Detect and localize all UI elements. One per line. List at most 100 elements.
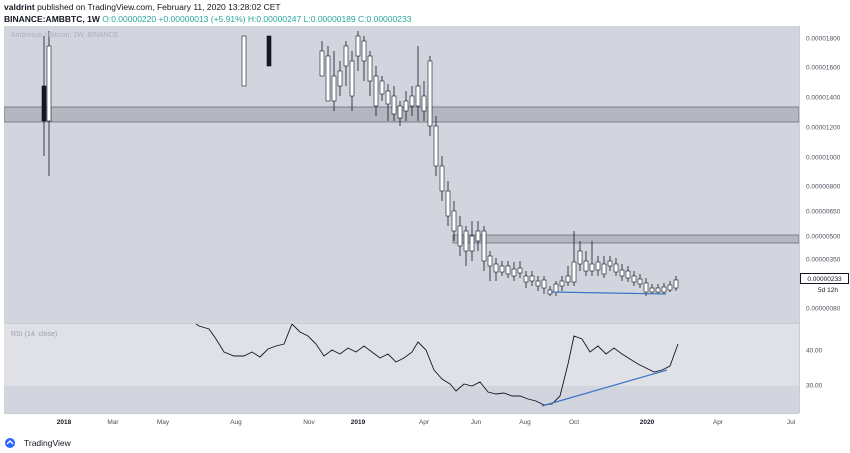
candle-body	[421, 95, 427, 112]
time-tick: Nov	[303, 419, 315, 426]
pane-separator[interactable]	[4, 323, 850, 324]
candle-body	[409, 95, 415, 107]
candle-body	[266, 35, 272, 67]
support-trendline	[550, 291, 667, 295]
candle-body	[379, 80, 385, 95]
candle-body	[505, 265, 511, 275]
chart-watermark: Ambrosus / Bitcoin, 1W, BINANCE	[11, 32, 119, 39]
price-tick: 0.00001200	[806, 124, 841, 132]
candle-body	[673, 279, 679, 289]
time-tick: Mar	[107, 419, 119, 426]
rsi-trendline	[541, 369, 668, 407]
candle-body	[451, 210, 457, 232]
candle-body	[445, 190, 451, 217]
price-tick: 0.00000500	[806, 233, 841, 241]
candle-body	[577, 250, 583, 265]
ohlc-legend: BINANCE:AMBBTC, 1W O:0.00000220 +0.00000…	[4, 14, 411, 24]
candle-body	[391, 95, 397, 115]
time-tick: Apr	[418, 419, 430, 426]
candle-body	[361, 40, 367, 62]
candle-body	[349, 60, 355, 97]
candle-body	[643, 282, 649, 293]
price-tick: 0.00000650	[806, 208, 841, 216]
candle-body	[385, 90, 391, 105]
candle-body	[319, 50, 325, 77]
candle-body	[481, 230, 487, 262]
candle-body	[241, 35, 247, 87]
candle-body	[46, 45, 52, 122]
open-value: O:0.00000220	[102, 14, 157, 24]
candle-body	[523, 275, 529, 283]
time-tick: Aug	[519, 419, 531, 426]
price-tick: 0.00000350	[806, 256, 841, 264]
candle-body	[469, 235, 475, 252]
price-axis[interactable]	[799, 26, 850, 413]
rsi-tick: 30.00	[806, 382, 823, 390]
candle-body	[355, 35, 361, 57]
candle-body	[529, 275, 535, 282]
candles-group	[41, 31, 679, 296]
time-axis[interactable]	[4, 413, 799, 432]
candle-body	[433, 125, 439, 167]
tradingview-logo-icon	[5, 438, 15, 448]
author-name[interactable]: valdrint	[4, 2, 35, 12]
time-tick: Jun	[470, 419, 482, 426]
time-tick: 2020	[639, 419, 655, 426]
rsi-tick: 40.00	[806, 347, 823, 355]
candle-body	[325, 55, 331, 102]
candle-body	[487, 255, 493, 267]
resistance-zone-lower	[452, 234, 799, 244]
low-value: L:0.00000189	[303, 14, 356, 24]
time-tick: Aug	[230, 419, 242, 426]
candle-body	[397, 105, 403, 119]
time-tick: Oct	[568, 419, 580, 426]
rsi-indicator-label[interactable]: RSI (14, close)	[11, 331, 58, 338]
candle-body	[613, 263, 619, 273]
candle-body	[403, 100, 409, 112]
symbol-label[interactable]: BINANCE:AMBBTC, 1W	[4, 14, 100, 24]
time-tick: May	[156, 419, 170, 426]
candle-body	[607, 260, 613, 267]
candle-body	[589, 263, 595, 272]
candlestick-chart[interactable]	[4, 26, 799, 323]
candle-body	[583, 260, 589, 272]
close-value: C:0.00000233	[358, 14, 412, 24]
candle-body	[595, 261, 601, 271]
candle-body	[517, 267, 523, 274]
time-tick: Apr	[712, 419, 724, 426]
candle-body	[427, 60, 433, 127]
candle-body	[367, 55, 373, 82]
chart-header: valdrint published on TradingView.com, F…	[0, 0, 850, 26]
candle-body	[649, 287, 655, 293]
price-pane[interactable]: Ambrosus / Bitcoin, 1W, BINANCE	[4, 26, 799, 323]
candle-body	[559, 280, 565, 287]
candle-body	[499, 265, 505, 273]
candle-body	[493, 263, 499, 273]
candle-body	[631, 275, 637, 283]
candle-body	[511, 268, 517, 277]
tradingview-footer[interactable]: TradingView	[4, 436, 71, 450]
high-value: H:0.00000247	[247, 14, 302, 24]
candle-body	[565, 275, 571, 283]
candle-body	[601, 263, 607, 275]
time-tick: 2018	[56, 419, 72, 426]
price-tick: 0.00001400	[806, 94, 841, 102]
time-tick: Jul	[786, 419, 796, 426]
candle-body	[625, 270, 631, 279]
candle-body	[661, 286, 667, 293]
candle-body	[535, 280, 541, 287]
price-tick: 0.00000080	[806, 305, 841, 313]
candle-body	[415, 85, 421, 107]
change-value: +0.00000013 (+5.91%)	[158, 14, 246, 24]
candle-body	[463, 230, 469, 252]
candle-body	[439, 165, 445, 192]
tradingview-brand[interactable]: TradingView	[24, 438, 71, 448]
candle-body	[41, 85, 47, 122]
rsi-chart[interactable]	[4, 324, 799, 413]
candle-body	[343, 45, 349, 67]
candle-body	[337, 70, 343, 87]
bar-countdown: 5d 12h	[815, 286, 841, 296]
candle-body	[619, 269, 625, 277]
rsi-pane[interactable]: RSI (14, close)	[4, 324, 799, 413]
candle-body	[667, 284, 673, 291]
